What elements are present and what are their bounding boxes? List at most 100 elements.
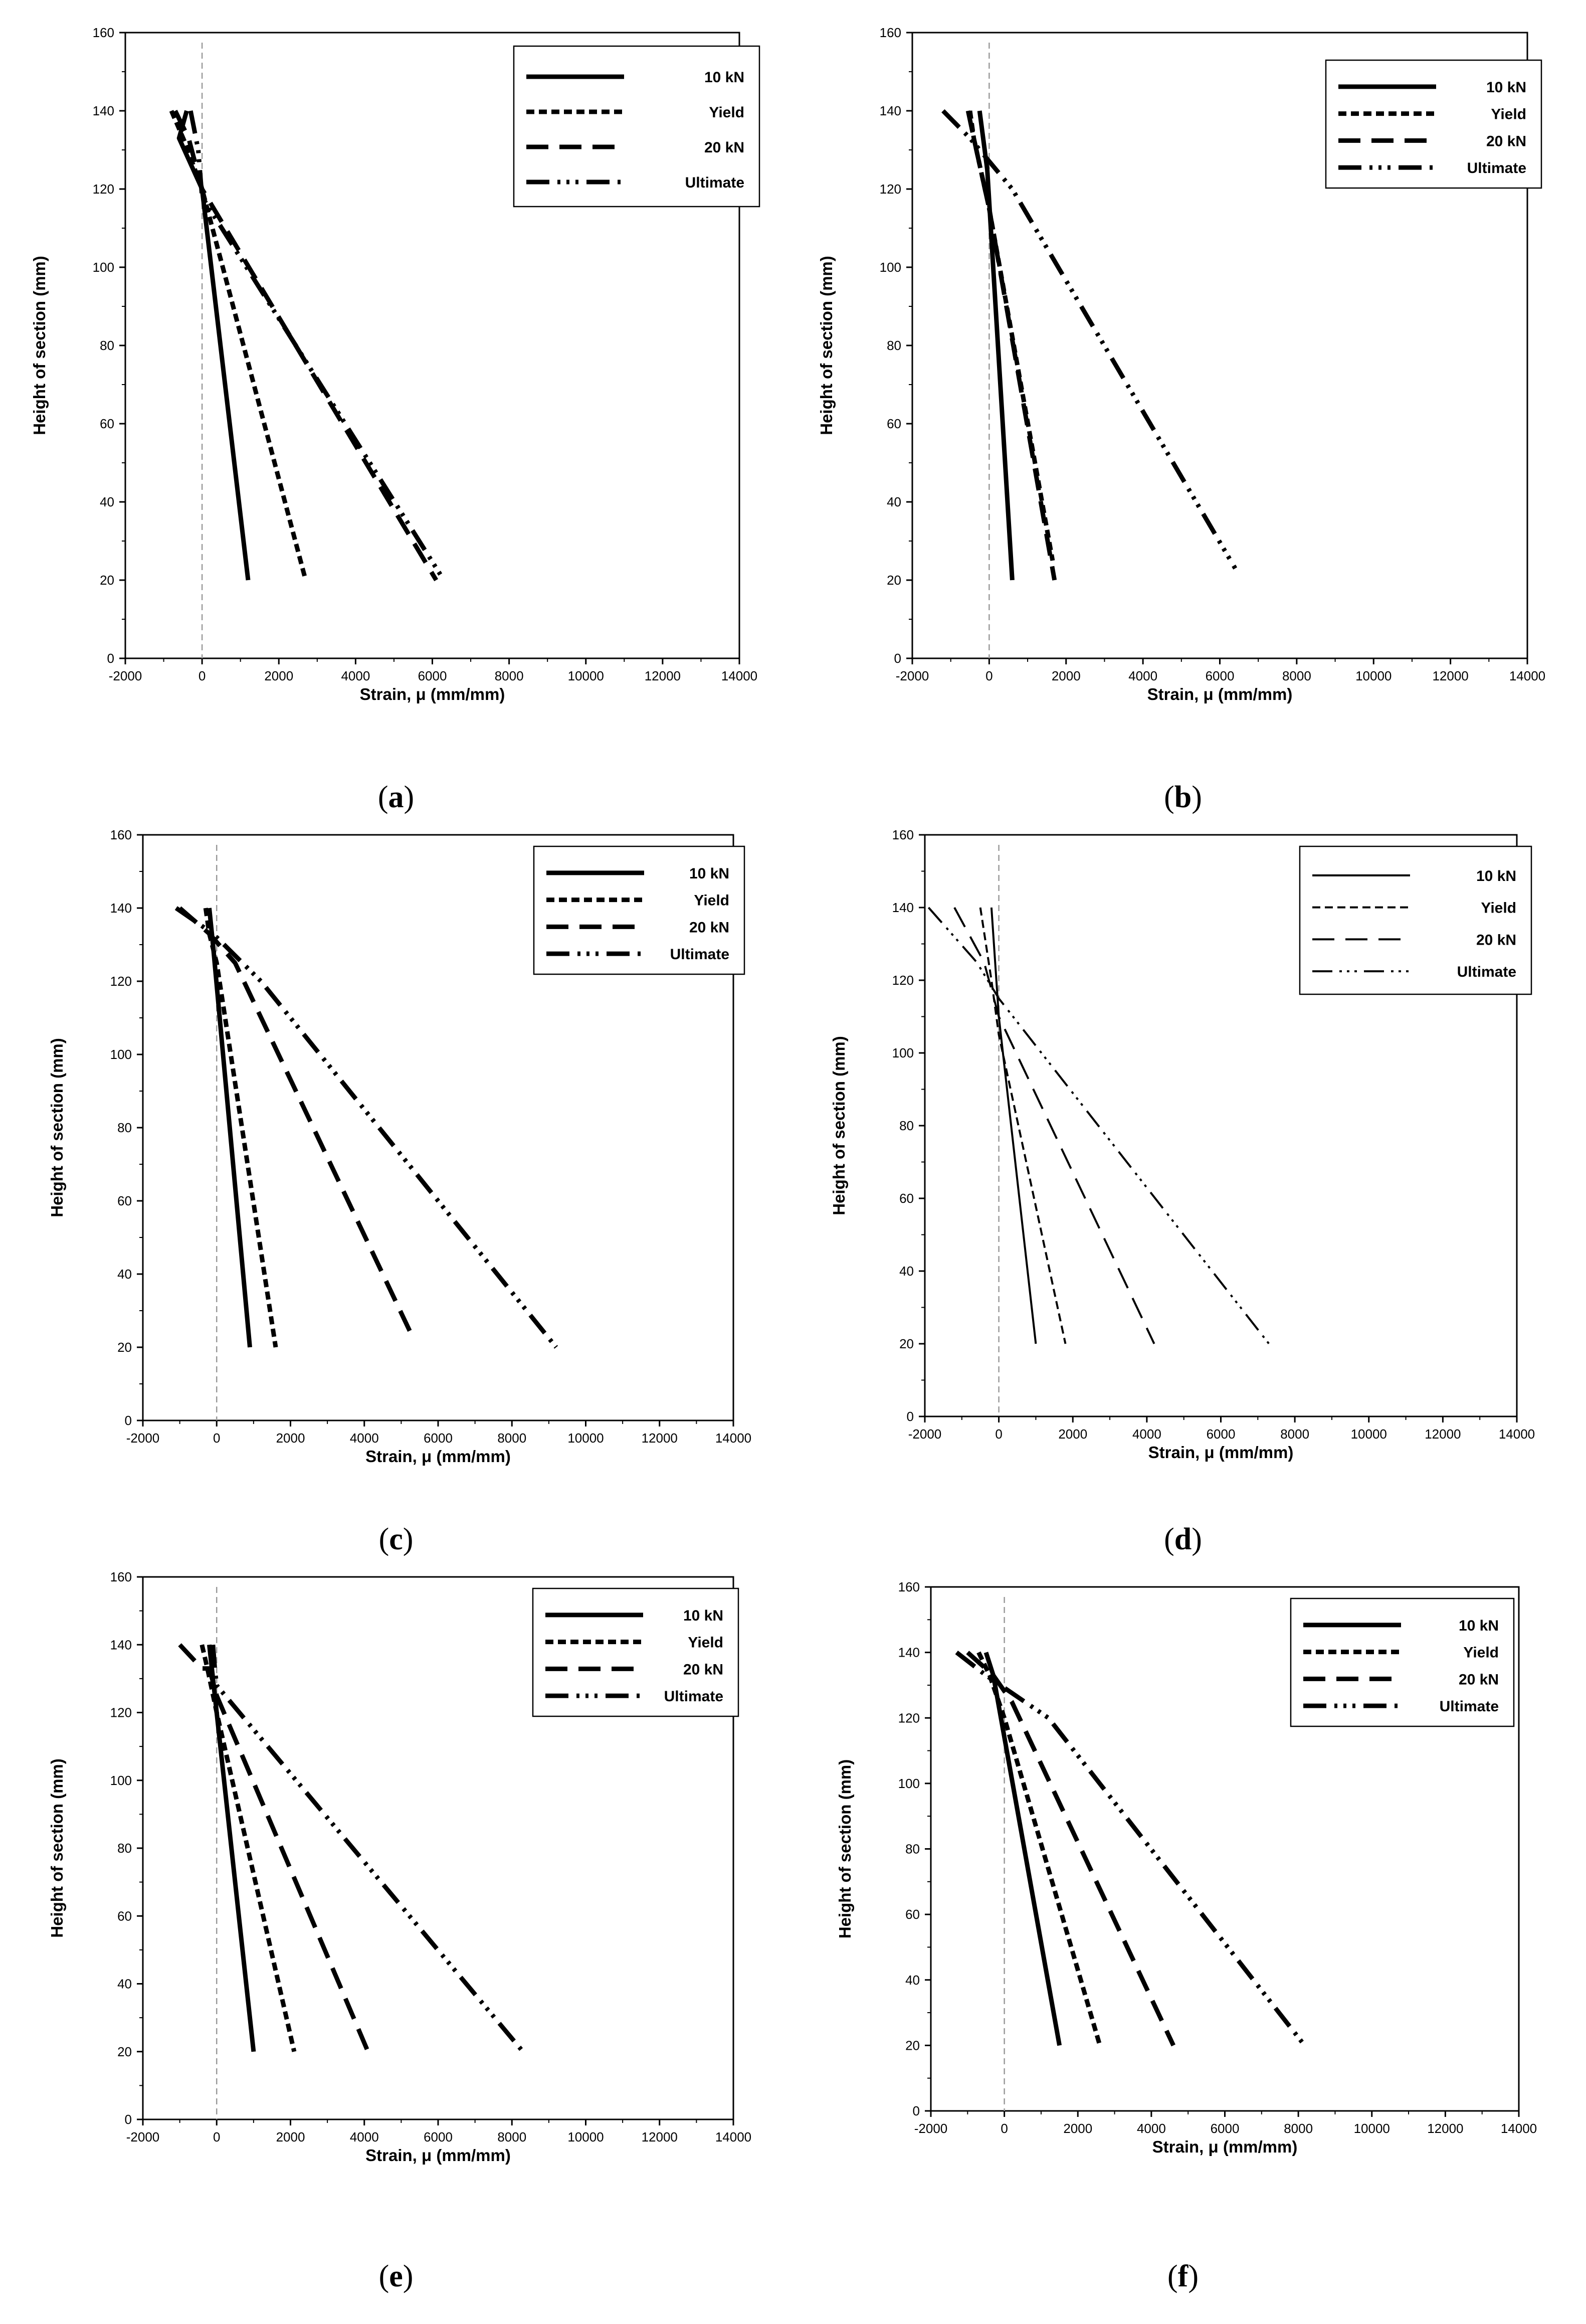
legend-label: Yield — [1463, 1645, 1499, 1661]
legend-label: 10 kN — [1486, 79, 1526, 96]
series-line-ultimate — [941, 109, 1238, 570]
y-tick-label: 120 — [110, 974, 132, 989]
y-tick-label: 100 — [110, 1047, 132, 1062]
caption-close: ) — [1192, 780, 1202, 814]
y-axis-title: Height of section (mm) — [817, 256, 836, 435]
x-tick-label: -2000 — [126, 1431, 160, 1446]
y-tick-label: 140 — [892, 900, 914, 915]
caption-letter: c — [389, 1522, 403, 1556]
x-tick-label: 0 — [985, 668, 993, 683]
y-tick-label: 120 — [898, 1710, 920, 1725]
x-tick-label: 12000 — [1432, 668, 1468, 683]
x-axis-title: Strain, μ (mm/mm) — [1152, 2137, 1298, 2156]
series-line-20-kn — [178, 1643, 370, 2053]
y-axis-title: Height of section (mm) — [836, 1759, 854, 1939]
panel-caption: (f) — [1167, 2259, 1199, 2293]
y-tick-label: 140 — [880, 103, 901, 118]
x-tick-label: 14000 — [715, 2129, 751, 2144]
x-tick-label: 8000 — [495, 668, 524, 683]
y-tick-label: 140 — [110, 1637, 132, 1652]
y-tick-label: 160 — [880, 25, 901, 40]
x-tick-label: 6000 — [424, 1431, 453, 1446]
y-tick-label: 0 — [125, 2112, 132, 2127]
series-line-20-kn — [965, 110, 1057, 581]
legend-label: 20 kN — [1486, 133, 1526, 149]
x-tick-label: 10000 — [1354, 2121, 1390, 2136]
series-line-yield — [200, 1644, 297, 2052]
y-tick-label: 100 — [898, 1776, 920, 1791]
y-tick-label: 140 — [93, 103, 114, 118]
x-tick-label: -2000 — [908, 1426, 942, 1442]
legend-box — [1325, 59, 1542, 189]
legend-label: Ultimate — [1440, 1698, 1499, 1715]
y-tick-label: 40 — [899, 1264, 914, 1279]
x-tick-label: 8000 — [1284, 2121, 1313, 2136]
series-line-20-kn — [953, 907, 1155, 1344]
x-tick-label: 14000 — [1501, 2121, 1537, 2136]
legend-label: 10 kN — [689, 865, 729, 882]
x-tick-label: -2000 — [126, 2129, 160, 2144]
legend-box — [1290, 1597, 1515, 1727]
y-tick-label: 100 — [93, 260, 114, 275]
chart-panel-d: -2000 0 2000 4000 6000 8000 10000 12000 14000 0 20… — [830, 827, 1535, 1556]
x-tick-label: 2000 — [1052, 668, 1081, 683]
y-tick-label: 20 — [117, 1340, 132, 1355]
x-tick-label: 6000 — [1206, 668, 1235, 683]
caption-close: ) — [404, 780, 415, 814]
y-tick-label: 80 — [905, 1842, 920, 1857]
x-tick-label: 0 — [1001, 2121, 1008, 2136]
y-tick-label: 60 — [117, 1908, 132, 1923]
x-tick-label: 0 — [213, 2129, 220, 2144]
y-tick-label: 140 — [110, 901, 132, 916]
y-axis-title: Height of section (mm) — [48, 1758, 66, 1938]
legend-label: 20 kN — [704, 139, 744, 156]
y-tick-label: 60 — [117, 1193, 132, 1208]
chart-panel-b: -2000 0 2000 4000 6000 8000 10000 12000 14000 0 20… — [817, 25, 1545, 814]
x-tick-label: 6000 — [424, 2129, 453, 2144]
y-tick-label: 120 — [880, 182, 901, 197]
panel-caption: (a) — [378, 780, 414, 814]
x-tick-label: 4000 — [1132, 1426, 1161, 1442]
x-tick-label: 8000 — [497, 1431, 526, 1446]
caption-close: ) — [1188, 2259, 1199, 2293]
y-tick-label: 20 — [100, 573, 114, 588]
y-tick-label: 80 — [117, 1120, 132, 1135]
caption-close: ) — [403, 1522, 414, 1556]
legend-label: Ultimate — [685, 174, 744, 191]
chart-panel-f: -2000 0 2000 4000 6000 8000 10000 12000 14000 0 20… — [836, 1579, 1537, 2293]
y-tick-label: 160 — [93, 25, 114, 40]
x-tick-label: 14000 — [1509, 668, 1545, 683]
y-tick-label: 100 — [110, 1773, 132, 1788]
y-tick-label: 0 — [894, 651, 901, 666]
series-line-10-kn — [977, 110, 1015, 581]
legend-label: 20 kN — [689, 919, 729, 936]
legend-label: 10 kN — [1459, 1618, 1499, 1634]
x-tick-label: -2000 — [914, 2121, 948, 2136]
caption-close: ) — [403, 2259, 414, 2293]
y-tick-label: 100 — [892, 1045, 914, 1060]
series-line-ultimate — [955, 1651, 1304, 2044]
legend-label: Ultimate — [670, 946, 729, 963]
x-tick-label: 4000 — [1137, 2121, 1166, 2136]
y-tick-label: 120 — [93, 182, 114, 197]
legend-label: Ultimate — [1457, 964, 1516, 980]
legend-label: Ultimate — [1467, 160, 1526, 176]
panel-caption: (d) — [1164, 1522, 1202, 1556]
x-tick-label: -2000 — [896, 668, 929, 683]
y-tick-label: 60 — [905, 1907, 920, 1922]
y-tick-label: 40 — [100, 494, 114, 509]
x-axis-title: Strain, μ (mm/mm) — [360, 685, 505, 703]
caption-open: ( — [1167, 2259, 1178, 2293]
y-tick-label: 40 — [117, 1267, 132, 1282]
x-tick-label: 12000 — [1425, 1426, 1461, 1442]
y-tick-label: 80 — [899, 1118, 914, 1133]
series-line-20-kn — [966, 1651, 1175, 2047]
x-tick-label: 12000 — [1427, 2121, 1463, 2136]
x-tick-label: 10000 — [1351, 1426, 1387, 1442]
series-line-yield — [203, 908, 278, 1348]
x-tick-label: 12000 — [645, 668, 681, 683]
x-tick-label: 14000 — [1499, 1426, 1535, 1442]
legend-label: 10 kN — [683, 1607, 723, 1624]
series-line-ultimate — [188, 110, 446, 582]
y-tick-label: 100 — [880, 260, 901, 275]
